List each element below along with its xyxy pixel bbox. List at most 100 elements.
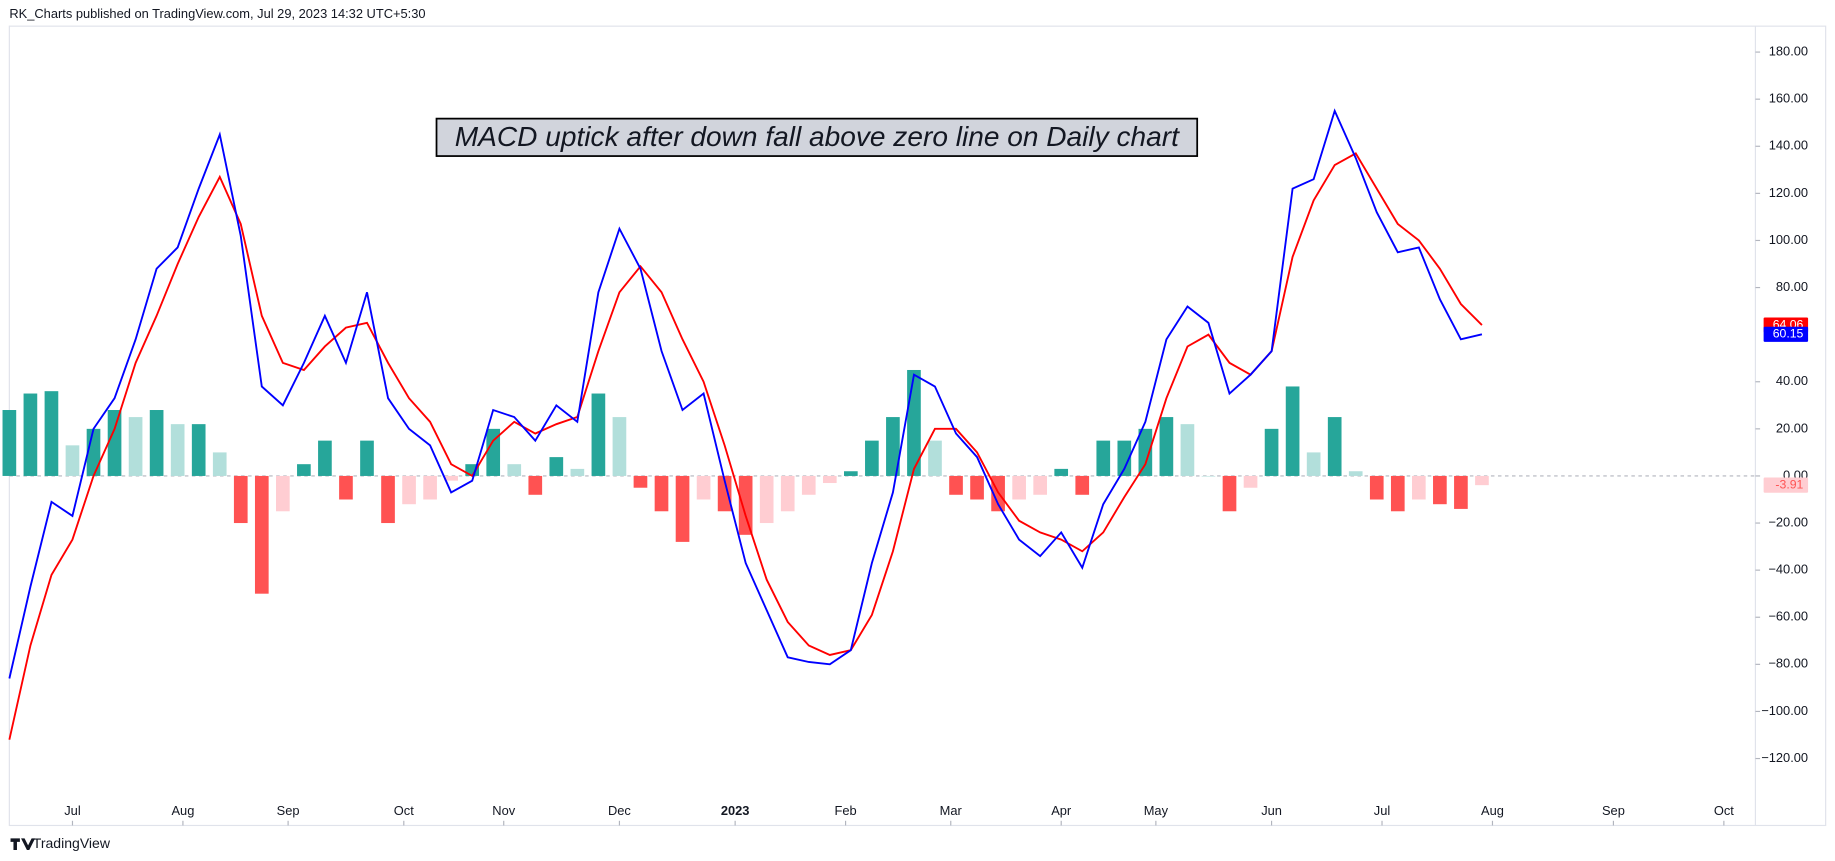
- histogram-bar: [149, 410, 164, 476]
- histogram-bar: [633, 475, 648, 488]
- y-tick-label: 80.00: [1776, 279, 1808, 294]
- histogram-bar: [949, 475, 963, 495]
- histogram-bar: [402, 475, 416, 505]
- histogram-bar: [928, 440, 942, 476]
- histogram-bar: [970, 475, 984, 500]
- histogram-bar: [612, 417, 627, 476]
- histogram-bar: [212, 452, 227, 476]
- histogram-bar: [654, 475, 669, 512]
- histogram-bar: [444, 475, 458, 481]
- histogram-bar: [423, 475, 437, 500]
- histogram-bar: [1222, 475, 1237, 512]
- histogram-bar: [1096, 440, 1111, 476]
- histogram-bar: [1264, 428, 1279, 476]
- x-tick-label: Sep: [1602, 803, 1625, 818]
- histogram-bar: [1138, 428, 1153, 476]
- x-tick-label: Oct: [394, 803, 414, 818]
- y-tick-label: 40.00: [1776, 373, 1808, 388]
- x-tick-label: Aug: [1481, 803, 1504, 818]
- histogram-bar: [1454, 475, 1468, 509]
- y-tick-label: 100.00: [1769, 232, 1808, 247]
- histogram-bar: [2, 410, 17, 476]
- histogram-bar: [191, 424, 206, 476]
- y-tick-label: −60.00: [1768, 609, 1808, 624]
- histogram-bar: [360, 440, 374, 476]
- badge-label: -3.91: [1775, 477, 1803, 491]
- y-tick-label: −120.00: [1761, 750, 1808, 765]
- histogram-bar: [843, 471, 858, 476]
- histogram-bar: [886, 417, 900, 476]
- badge-label: 60.15: [1773, 327, 1804, 341]
- y-tick-label: 140.00: [1769, 138, 1808, 153]
- histogram-bar: [1327, 417, 1342, 476]
- histogram-bar: [675, 475, 690, 542]
- histogram-bar: [1012, 475, 1026, 500]
- y-tick-label: 20.00: [1776, 420, 1808, 435]
- histogram-bar: [107, 410, 122, 476]
- x-tick-label: May: [1144, 803, 1169, 818]
- histogram-bar: [1285, 386, 1300, 476]
- histogram-bar: [1475, 475, 1489, 486]
- price-badge: [1763, 477, 1809, 493]
- histogram-bar: [507, 464, 522, 476]
- histogram-bar: [822, 475, 837, 484]
- line-0: [8, 108, 1483, 679]
- annotation-box: [435, 117, 1199, 157]
- histogram-bar: [1075, 475, 1090, 495]
- histogram-bar: [780, 475, 795, 512]
- histogram-bar: [381, 475, 395, 524]
- histogram-bar: [801, 475, 816, 495]
- histogram-bar: [528, 475, 543, 495]
- histogram-bar: [23, 393, 38, 476]
- y-tick-label: 180.00: [1769, 43, 1808, 58]
- histogram-bar: [486, 428, 501, 476]
- x-tick-label: Jun: [1261, 803, 1282, 818]
- x-tick-label: Jul: [1374, 803, 1390, 818]
- histogram-bar: [276, 475, 290, 512]
- histogram-bar: [170, 424, 185, 476]
- histogram-bar: [1201, 475, 1216, 477]
- histogram-bar: [339, 475, 353, 500]
- histogram-bar: [865, 440, 879, 476]
- histogram-bar: [717, 475, 732, 512]
- histogram-bar: [1033, 475, 1048, 495]
- histogram-bar: [549, 457, 564, 476]
- histogram-bar: [318, 440, 332, 476]
- y-tick-label: 120.00: [1769, 185, 1808, 200]
- histogram-bar: [1117, 440, 1132, 476]
- histogram-bar: [570, 468, 585, 476]
- histogram-bar: [465, 464, 480, 476]
- histogram-bar: [1054, 468, 1069, 476]
- y-tick-label: −20.00: [1768, 514, 1808, 529]
- histogram-bar: [1159, 417, 1174, 476]
- y-tick-label: 160.00: [1769, 91, 1808, 106]
- x-tick-label: Oct: [1714, 803, 1734, 818]
- histogram-bar: [233, 475, 248, 524]
- histogram-bar: [1433, 475, 1447, 505]
- x-tick-label: Aug: [171, 803, 194, 818]
- histogram-bar: [1348, 471, 1363, 476]
- x-tick-label: Mar: [940, 803, 963, 818]
- histogram-bar: [759, 475, 774, 524]
- x-tick-label: Jul: [64, 803, 80, 818]
- histogram-bar: [1306, 452, 1321, 476]
- line-1: [8, 152, 1483, 740]
- logo: [10, 838, 36, 851]
- footer-logo: TradingView: [10, 835, 111, 851]
- annotation: MACD uptick after down fall above zero l…: [455, 121, 1180, 152]
- header: RK_Charts published on TradingView.com, …: [9, 6, 425, 21]
- x-tick-label: 2023: [721, 803, 750, 818]
- histogram-bar: [591, 393, 606, 476]
- histogram-bar: [1243, 475, 1258, 488]
- histogram-bar: [254, 475, 269, 594]
- x-tick-label: Nov: [492, 803, 515, 818]
- x-tick-label: Dec: [608, 803, 631, 818]
- histogram-bar: [128, 417, 143, 476]
- footer: TradingView: [33, 835, 111, 851]
- x-tick-label: Sep: [277, 803, 300, 818]
- histogram-bar: [1369, 475, 1384, 500]
- price-badge: [1763, 326, 1809, 342]
- histogram-bar: [1411, 475, 1426, 500]
- histogram-bar: [297, 464, 311, 476]
